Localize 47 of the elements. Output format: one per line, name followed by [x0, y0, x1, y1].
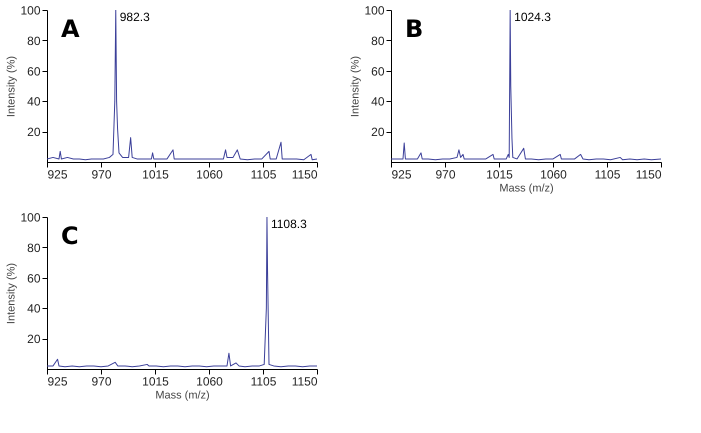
- x-tick-label: 925: [392, 168, 412, 182]
- y-tick-label: 100: [20, 4, 41, 18]
- x-tick-label: 1105: [250, 168, 277, 182]
- y-tick-label: 40: [371, 94, 385, 109]
- x-tick-label: 1060: [540, 168, 568, 182]
- y-tick-label: 80: [27, 34, 41, 48]
- x-tick-label: 1060: [196, 374, 224, 388]
- y-tick-label: 80: [27, 240, 41, 255]
- x-axis-title: Mass (m/z): [155, 390, 210, 402]
- y-axis-title: Intensity (%): [349, 56, 362, 118]
- x-tick-label: 1105: [594, 168, 621, 182]
- chart-title: C: [61, 222, 79, 250]
- x-tick-label: 1015: [142, 168, 170, 182]
- y-tick-label: 100: [364, 4, 385, 18]
- y-tick-label: 20: [27, 332, 41, 346]
- x-tick-label: 1105: [250, 374, 277, 388]
- y-tick-label: 100: [20, 210, 41, 224]
- y-tick-label: 60: [27, 271, 41, 286]
- y-tick-label: 40: [27, 94, 41, 109]
- y-tick-label: 20: [371, 125, 385, 140]
- y-tick-label: 60: [27, 64, 41, 78]
- chart-title: B: [405, 15, 424, 43]
- x-tick-label: 1150: [292, 168, 318, 182]
- x-axis-title: Mass (m/z): [499, 182, 554, 194]
- x-tick-label: 1060: [196, 168, 224, 182]
- chart-title: A: [61, 15, 80, 43]
- x-tick-label: 925: [48, 374, 68, 388]
- y-axis-title: Intensity (%): [5, 262, 18, 324]
- line-series: [47, 10, 317, 160]
- x-tick-label: 970: [435, 168, 456, 182]
- annotation: 982.3: [120, 10, 150, 24]
- line-series: [47, 217, 317, 368]
- x-tick-label: 1150: [292, 374, 318, 388]
- y-tick-label: 60: [371, 64, 385, 78]
- x-tick-label: 970: [91, 168, 112, 182]
- x-tick-label: 1150: [636, 168, 662, 182]
- x-tick-label: 925: [48, 168, 68, 182]
- y-tick-label: 20: [27, 125, 41, 140]
- x-tick-label: 1015: [142, 374, 170, 388]
- line-series: [391, 10, 661, 160]
- y-tick-label: 80: [371, 34, 385, 48]
- x-tick-label: 970: [91, 374, 112, 388]
- annotation: 1024.3: [514, 10, 552, 24]
- annotation: 1108.3: [270, 217, 308, 231]
- y-tick-label: 40: [27, 302, 41, 316]
- y-axis-title: Intensity (%): [5, 56, 18, 118]
- x-tick-label: 1015: [486, 168, 514, 182]
